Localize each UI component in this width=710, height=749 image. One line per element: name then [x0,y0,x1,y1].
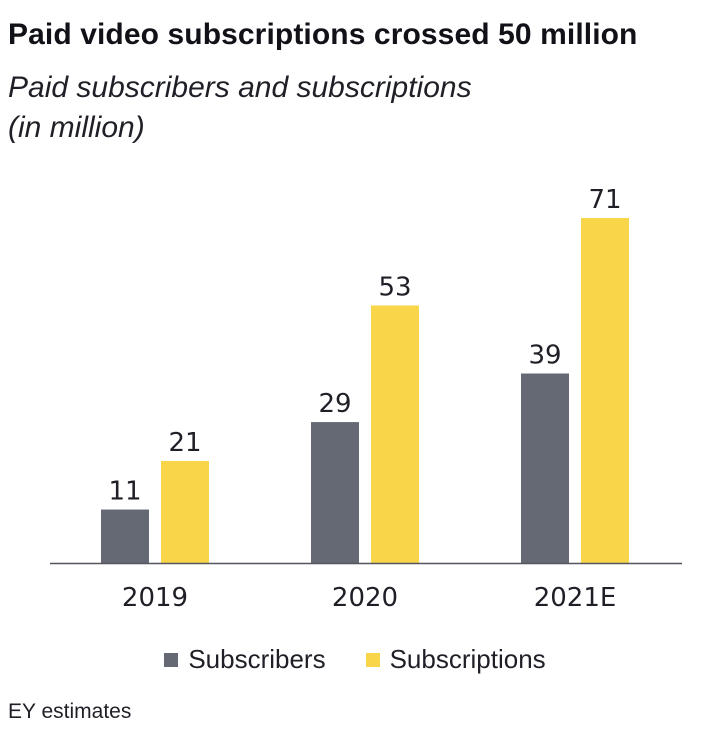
x-tick-label-2021E: 2021E [534,583,617,613]
bar-subscribers-2020 [311,422,359,563]
bar-subscribers-2021E [521,373,569,563]
bar-subscriptions-2021E [581,218,629,563]
x-tick-label-2019: 2019 [122,583,188,613]
bar-subscriptions-2020 [371,305,419,563]
data-label-subscribers-2020: 29 [318,389,351,419]
data-label-subscribers-2019: 11 [108,477,141,507]
legend-item-subscriptions: Subscriptions [365,644,546,675]
source-note: EY estimates [8,700,132,723]
data-label-subscriptions-2021E: 71 [588,185,621,215]
legend-label-subscribers: Subscribers [188,644,326,674]
bar-chart: 11 21 2019 29 53 2020 39 71 2021E [50,185,682,613]
legend-swatch-subscribers [164,652,179,667]
data-label-subscriptions-2019: 21 [168,428,201,458]
data-label-subscribers-2021E: 39 [528,340,561,370]
subtitle-line-2: (in million) [8,111,145,144]
subtitle-line-1: Paid subscribers and subscriptions [8,71,472,104]
x-tick-label-2020: 2020 [332,583,398,613]
bar-subscribers-2019 [101,509,149,563]
bar-subscriptions-2019 [161,460,209,563]
chart-subtitle: Paid subscribers and subscriptions (in m… [8,68,608,148]
chart-legend: Subscribers Subscriptions [0,644,710,675]
legend-swatch-subscriptions [365,652,380,667]
legend-item-subscribers: Subscribers [164,644,326,675]
legend-label-subscriptions: Subscriptions [389,644,546,674]
data-label-subscriptions-2020: 53 [378,272,411,302]
chart-title: Paid video subscriptions crossed 50 mill… [8,18,638,51]
